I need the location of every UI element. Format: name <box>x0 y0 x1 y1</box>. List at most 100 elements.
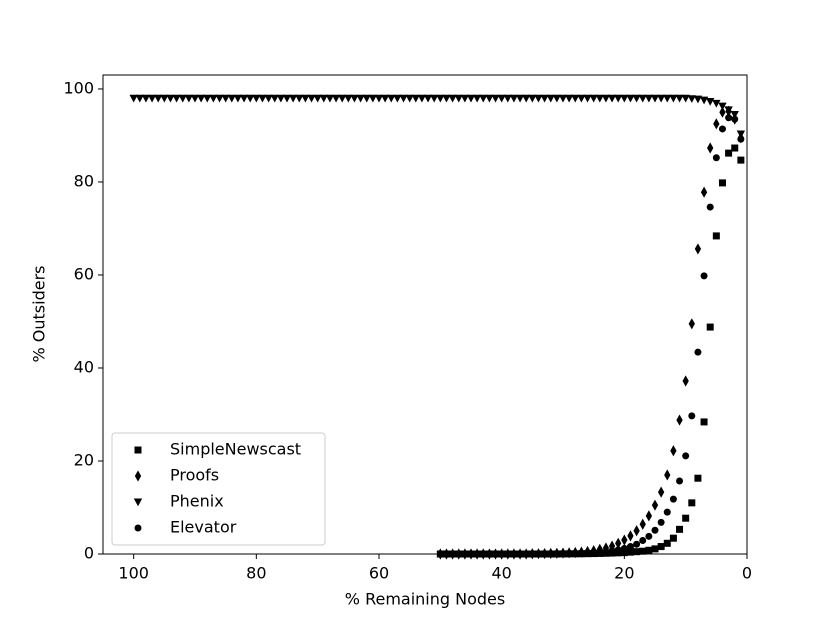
marker-circle <box>688 412 696 420</box>
marker-triangle <box>374 94 384 103</box>
marker-triangle <box>282 94 292 103</box>
marker-triangle <box>491 94 500 103</box>
marker-square <box>694 474 702 482</box>
marker-circle <box>510 550 518 558</box>
marker-triangle <box>638 94 647 103</box>
x-tick-label: 60 <box>369 564 389 583</box>
marker-circle <box>571 549 579 557</box>
marker-circle <box>479 550 487 558</box>
marker-triangle <box>380 94 390 103</box>
marker-triangle <box>356 94 365 103</box>
marker-triangle <box>362 94 371 103</box>
marker-circle <box>516 550 524 558</box>
marker-triangle <box>589 94 598 103</box>
marker-circle <box>442 550 450 558</box>
y-tick-label: 100 <box>63 78 94 97</box>
marker-square <box>725 149 733 157</box>
marker-triangle <box>196 94 206 103</box>
marker-diamond <box>700 186 708 198</box>
marker-circle <box>682 452 690 460</box>
marker-triangle <box>681 94 690 103</box>
marker-circle <box>669 495 677 503</box>
marker-triangle <box>687 95 696 103</box>
marker-square <box>731 144 739 152</box>
marker-triangle <box>405 94 414 103</box>
marker-square <box>682 514 690 522</box>
legend-marker <box>133 498 143 507</box>
marker-triangle <box>730 111 739 119</box>
marker-circle <box>584 549 592 557</box>
x-tick-label: 20 <box>614 564 634 583</box>
marker-circle <box>492 550 500 558</box>
marker-diamond <box>645 510 653 522</box>
marker-square <box>676 525 684 533</box>
marker-square <box>639 547 647 555</box>
marker-circle <box>553 550 561 558</box>
legend-label: Elevator <box>170 518 237 537</box>
marker-circle <box>718 125 726 133</box>
marker-circle <box>657 518 665 526</box>
marker-diamond <box>615 537 622 549</box>
marker-diamond <box>639 518 646 530</box>
marker-circle <box>608 547 616 555</box>
marker-diamond <box>688 318 695 330</box>
marker-triangle <box>368 94 378 103</box>
marker-circle <box>694 348 702 356</box>
marker-circle <box>731 115 739 123</box>
marker-square <box>688 499 696 507</box>
marker-circle <box>449 550 457 558</box>
marker-triangle <box>497 94 506 103</box>
marker-triangle <box>313 94 322 103</box>
marker-square <box>626 548 634 556</box>
marker-circle <box>614 546 622 554</box>
marker-circle <box>547 550 555 558</box>
marker-circle <box>645 532 653 540</box>
marker-diamond <box>694 243 702 255</box>
marker-triangle <box>564 94 574 103</box>
marker-triangle <box>307 94 316 103</box>
marker-triangle <box>503 94 512 103</box>
marker-triangle <box>264 94 273 103</box>
marker-circle <box>725 114 733 122</box>
legend-marker <box>134 470 142 482</box>
marker-circle <box>436 550 444 558</box>
marker-triangle <box>301 94 310 103</box>
marker-triangle <box>552 94 562 103</box>
marker-triangle <box>460 94 470 103</box>
marker-triangle <box>331 94 341 103</box>
marker-circle <box>590 549 598 557</box>
marker-triangle <box>417 94 427 103</box>
marker-triangle <box>387 94 396 103</box>
marker-diamond <box>651 499 659 511</box>
marker-circle <box>620 544 628 552</box>
legend-box <box>111 432 326 546</box>
marker-triangle <box>141 94 151 103</box>
marker-triangle <box>699 96 709 105</box>
x-axis-label: % Remaining Nodes <box>345 590 505 609</box>
marker-triangle <box>706 98 715 106</box>
legend-marker <box>134 446 142 454</box>
legend-label: Phenix <box>170 492 224 511</box>
marker-triangle <box>350 94 359 103</box>
marker-square <box>669 534 677 542</box>
marker-diamond <box>633 525 640 537</box>
marker-triangle <box>215 94 224 103</box>
marker-triangle <box>184 94 194 103</box>
marker-circle <box>596 548 604 556</box>
marker-diamond <box>682 375 689 387</box>
marker-diamond <box>621 534 628 546</box>
marker-triangle <box>172 94 181 103</box>
marker-circle <box>651 526 659 534</box>
marker-triangle <box>154 94 163 103</box>
marker-triangle <box>644 94 654 103</box>
marker-triangle <box>430 94 439 103</box>
marker-square <box>737 156 745 164</box>
marker-triangle <box>669 94 678 103</box>
marker-triangle <box>246 94 255 103</box>
marker-circle <box>522 550 530 558</box>
marker-diamond <box>664 469 671 481</box>
marker-triangle <box>558 94 568 103</box>
plot-frame <box>102 74 748 555</box>
marker-circle <box>663 508 671 516</box>
